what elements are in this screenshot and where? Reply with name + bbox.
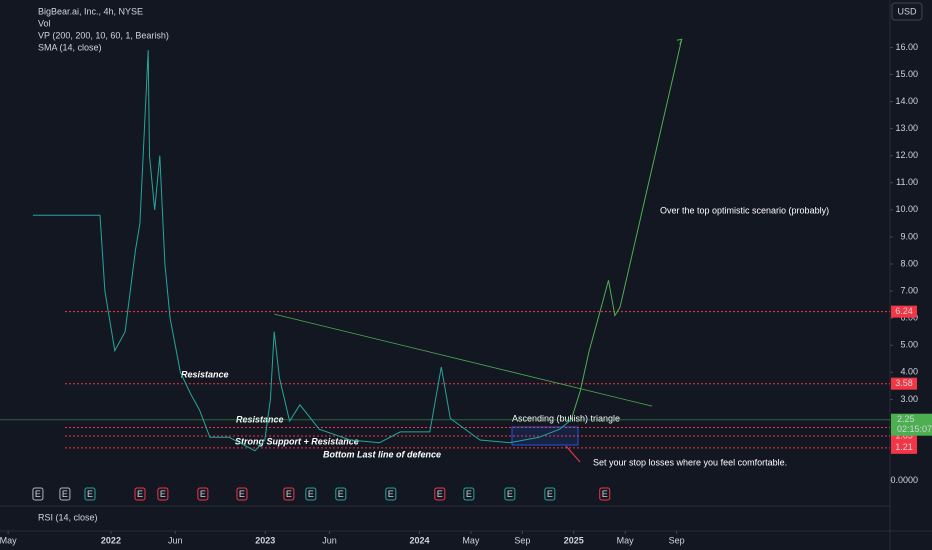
- x-tick-label: 2022: [101, 535, 121, 545]
- event-icon: [385, 487, 397, 501]
- event-icon: [32, 487, 44, 501]
- annotation: Ascending (bullish) triangle: [512, 413, 620, 423]
- y-tick-label: 14.00: [895, 96, 918, 106]
- annotation: Bottom Last line of defence: [323, 449, 441, 459]
- event-label: E: [160, 489, 166, 499]
- event-label: E: [437, 489, 443, 499]
- event-icon: [236, 487, 248, 501]
- event-label: E: [602, 489, 608, 499]
- x-tick-label: Sep: [669, 535, 685, 545]
- event-label: E: [137, 489, 143, 499]
- x-tick-label: May: [617, 535, 635, 545]
- y-tick-label: 7.00: [900, 285, 918, 295]
- countdown: 02:15:07: [897, 424, 932, 434]
- current-label: 2.25: [897, 414, 915, 424]
- y-tick-label: 9.00: [900, 231, 918, 241]
- event-label: E: [466, 489, 472, 499]
- x-tick-label: Sep: [514, 535, 530, 545]
- y-tick-label: 8.00: [900, 258, 918, 268]
- event-icon: [434, 487, 446, 501]
- event-icon: [544, 487, 556, 501]
- event-icon: [134, 487, 146, 501]
- y-tick-label: 10.00: [895, 204, 918, 214]
- event-icon: [463, 487, 475, 501]
- event-label: E: [388, 489, 394, 499]
- x-tick-label: Jun: [168, 535, 183, 545]
- x-tick-label: Jun: [322, 535, 337, 545]
- y-tick-label: 16.00: [895, 42, 918, 52]
- event-label: E: [35, 489, 41, 499]
- x-tick-label: 2025: [564, 535, 584, 545]
- event-label: E: [87, 489, 93, 499]
- x-tick-label: 2024: [409, 535, 429, 545]
- event-label: E: [547, 489, 553, 499]
- arrowhead: [676, 38, 683, 45]
- event-icon: [305, 487, 317, 501]
- event-icon: [197, 487, 209, 501]
- indicator: SMA (14, close): [38, 42, 102, 52]
- event-label: E: [200, 489, 206, 499]
- level-label: 1.21: [895, 442, 913, 452]
- event-icon: [335, 487, 347, 501]
- event-label: E: [308, 489, 314, 499]
- event-icon: [59, 487, 71, 501]
- annotation: Strong Support + Resistance: [235, 436, 359, 446]
- indicator: VP (200, 200, 10, 60, 1, Bearish): [38, 30, 169, 40]
- level-label: 6.24: [895, 306, 913, 316]
- level-label-bg: [891, 377, 917, 390]
- event-icon: [157, 487, 169, 501]
- annotation: Over the top optimistic scenario (probab…: [660, 205, 829, 215]
- trendline: [274, 313, 653, 407]
- y-tick-label: 4.00: [900, 367, 918, 377]
- event-label: E: [239, 489, 245, 499]
- event-label: E: [338, 489, 344, 499]
- level-label-bg: [891, 305, 917, 318]
- event-label: E: [507, 489, 513, 499]
- currency-button[interactable]: [891, 2, 923, 21]
- event-icon: [504, 487, 516, 501]
- event-label: E: [286, 489, 292, 499]
- event-icon: [84, 487, 96, 501]
- y-tick-label: 3.00: [900, 394, 918, 404]
- level-label-bg: [891, 441, 917, 454]
- y-tick-label: 13.00: [895, 123, 918, 133]
- indicator: Vol: [38, 18, 51, 28]
- x-tick-label: May: [0, 535, 17, 545]
- y-tick-label: 0.0000: [890, 475, 918, 485]
- event-icon: [599, 487, 611, 501]
- y-tick-label: 12.00: [895, 150, 918, 160]
- chart-title: BigBear.ai, Inc., 4h, NYSE: [38, 6, 143, 16]
- y-tick-label: 5.00: [900, 340, 918, 350]
- rsi-label: RSI (14, close): [38, 512, 98, 522]
- y-tick-label: 11.00: [896, 177, 918, 187]
- y-tick-label: 15.00: [895, 69, 918, 79]
- annotation: Set your stop losses where you feel comf…: [593, 457, 787, 467]
- event-label: E: [62, 489, 68, 499]
- price-line: [570, 39, 683, 420]
- level-label: 3.58: [895, 378, 913, 388]
- price-line: [32, 50, 572, 452]
- x-tick-label: May: [462, 535, 480, 545]
- annotation: Resistance: [181, 369, 229, 379]
- stop-arrow: [565, 445, 581, 463]
- current-label-bg: [891, 413, 932, 436]
- currency-label[interactable]: USD: [897, 6, 917, 16]
- event-icon: [283, 487, 295, 501]
- x-tick-label: 2023: [255, 535, 275, 545]
